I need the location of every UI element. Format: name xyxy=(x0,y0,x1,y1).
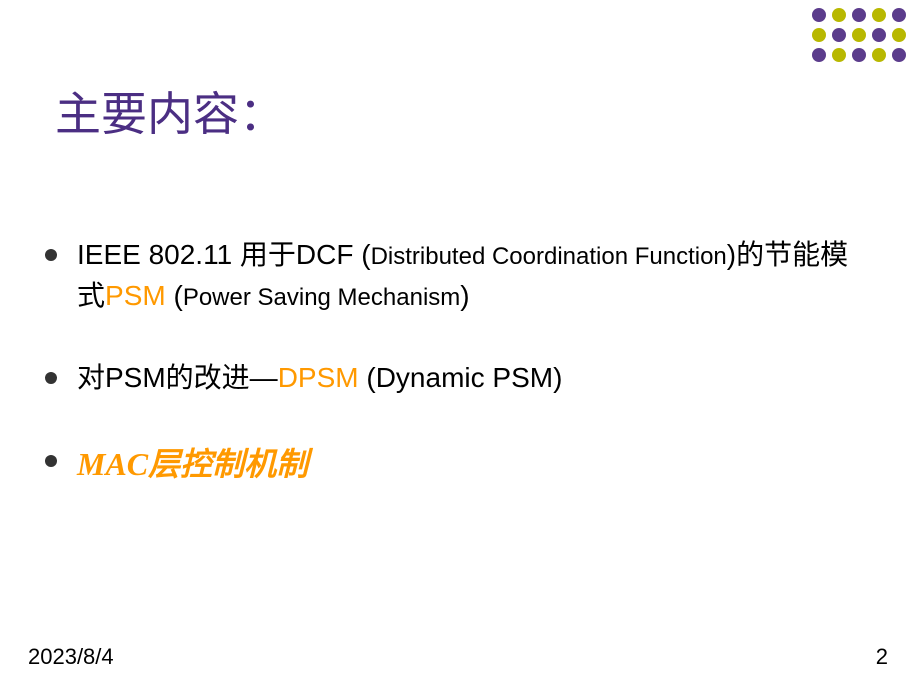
text-span: ) xyxy=(460,280,469,311)
text-span: MAC层控制机制 xyxy=(77,446,308,482)
decoration-dot xyxy=(872,48,886,62)
slide-title: 主要内容： xyxy=(55,78,285,144)
bullet-item: MAC层控制机制 xyxy=(45,441,865,487)
decoration-dot xyxy=(852,48,866,62)
bullet-marker xyxy=(45,455,57,467)
decoration-dot xyxy=(812,48,826,62)
text-span: Power Saving Mechanism xyxy=(183,284,460,311)
footer-date: 2023/8/4 xyxy=(28,644,114,670)
decoration-dot xyxy=(832,8,846,22)
decoration-dot xyxy=(892,28,906,42)
bullet-text-2: 对PSM的改进—DPSM (Dynamic PSM) xyxy=(77,358,562,399)
decoration-dot xyxy=(812,28,826,42)
decoration-dot xyxy=(892,48,906,62)
decoration-dot xyxy=(872,8,886,22)
decoration-dot xyxy=(852,28,866,42)
text-span: IEEE 802.11 用于DCF ( xyxy=(77,239,371,270)
decoration-dot xyxy=(892,8,906,22)
decoration-dot xyxy=(832,28,846,42)
decoration-dot xyxy=(832,48,846,62)
bullet-text-1: IEEE 802.11 用于DCF (Distributed Coordinat… xyxy=(77,235,865,316)
text-span: (Dynamic PSM) xyxy=(359,362,563,393)
decoration-dot xyxy=(872,28,886,42)
decoration-dot xyxy=(812,8,826,22)
footer-page-number: 2 xyxy=(876,644,888,670)
bullet-marker xyxy=(45,249,57,261)
bullet-item: 对PSM的改进—DPSM (Dynamic PSM) xyxy=(45,358,865,399)
corner-dots-decoration xyxy=(812,8,910,66)
text-span: Distributed Coordination Function xyxy=(371,243,727,270)
text-span: ( xyxy=(166,280,183,311)
text-span: DPSM xyxy=(278,362,359,393)
content-area: IEEE 802.11 用于DCF (Distributed Coordinat… xyxy=(45,235,865,529)
bullet-text-3: MAC层控制机制 xyxy=(77,441,308,487)
bullet-item: IEEE 802.11 用于DCF (Distributed Coordinat… xyxy=(45,235,865,316)
decoration-dot xyxy=(852,8,866,22)
bullet-marker xyxy=(45,372,57,384)
text-span: 对PSM的改进— xyxy=(77,362,278,393)
text-span: PSM xyxy=(105,280,166,311)
